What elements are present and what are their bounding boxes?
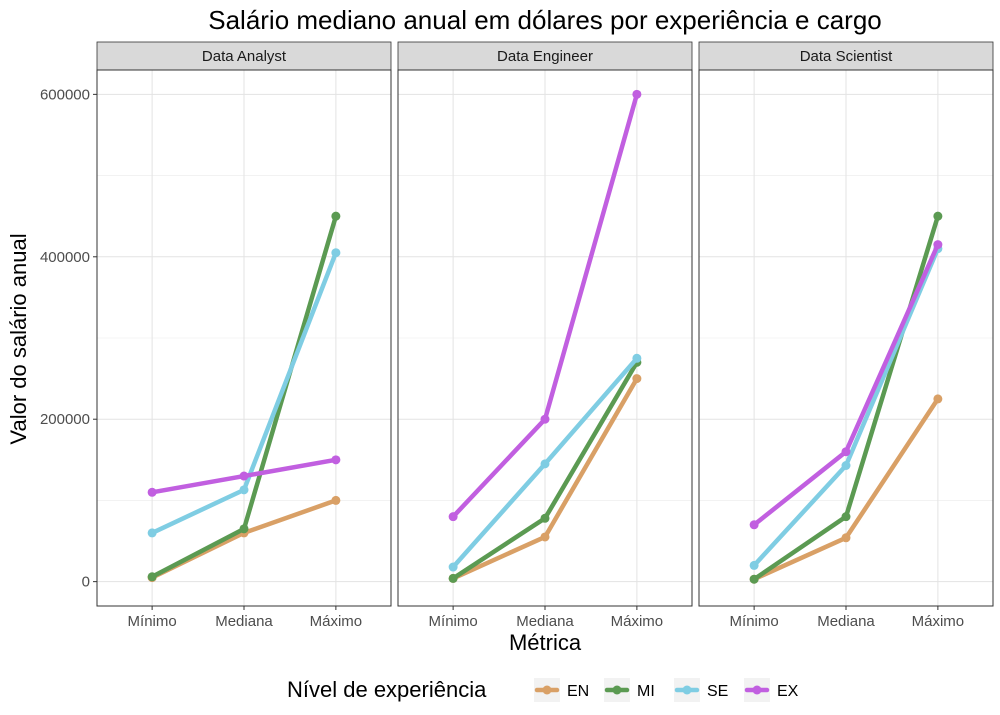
legend-label: EX [777, 683, 799, 700]
y-tick-label: 400000 [40, 249, 90, 266]
facet-strip-label: Data Scientist [800, 48, 893, 65]
y-axis-title: Valor do salário anual [6, 233, 31, 444]
data-point-ex [540, 414, 550, 424]
data-point-en [632, 374, 642, 384]
x-tick-label: Máximo [912, 613, 965, 630]
data-point-ex [841, 447, 851, 457]
data-point-mi [239, 524, 249, 534]
data-point-se [448, 562, 458, 572]
facet-strip [96, 41, 392, 71]
data-point-mi [749, 574, 759, 584]
x-tick-label: Mínimo [429, 613, 478, 630]
data-point-mi [147, 572, 157, 582]
data-point-ex [331, 455, 341, 465]
legend-entry-en: EN [534, 678, 589, 702]
data-point-mi [933, 211, 943, 221]
panel-data-analyst: Data Analyst Mínimo Mediana Máximo [96, 41, 392, 630]
legend-entry-mi: MI [604, 678, 655, 702]
legend: Nível de experiência EN MI SE EX [287, 677, 799, 702]
legend-key-point [542, 685, 552, 695]
y-axis: 0 200000 400000 600000 [40, 86, 97, 591]
data-point-se [331, 248, 341, 258]
legend-key-point [612, 685, 622, 695]
legend-title: Nível de experiência [287, 677, 487, 702]
data-point-se [540, 459, 550, 469]
legend-entry-ex: EX [744, 678, 799, 702]
legend-label: SE [707, 683, 728, 700]
chart-title: Salário mediano anual em dólares por exp… [208, 5, 882, 35]
panel-data-scientist: Data Scientist Mínimo Mediana Máximo [698, 41, 994, 630]
data-point-en [933, 394, 943, 404]
data-point-ex [448, 512, 458, 522]
data-point-en [331, 495, 341, 505]
facet-strip-label: Data Engineer [497, 48, 593, 65]
legend-entry-se: SE [674, 678, 728, 702]
panel-data-engineer: Data Engineer Mínimo Mediana Máximo [397, 41, 693, 630]
facet-strip [698, 41, 994, 71]
legend-label: MI [637, 683, 655, 700]
data-point-mi [540, 513, 550, 523]
data-point-mi [448, 573, 458, 583]
x-tick-label: Mediana [215, 613, 273, 630]
y-tick-label: 600000 [40, 86, 90, 103]
data-point-se [841, 461, 851, 471]
data-point-se [632, 353, 642, 363]
x-tick-label: Mínimo [730, 613, 779, 630]
data-point-se [749, 560, 759, 570]
data-point-se [239, 485, 249, 495]
data-point-ex [147, 487, 157, 497]
facet-strip [397, 41, 693, 71]
legend-key-point [682, 685, 692, 695]
data-point-ex [239, 471, 249, 481]
legend-key-point [752, 685, 762, 695]
facet-strip-label: Data Analyst [202, 48, 287, 65]
data-point-en [540, 532, 550, 542]
x-tick-label: Máximo [611, 613, 664, 630]
y-tick-label: 0 [82, 574, 90, 591]
x-tick-label: Mínimo [128, 613, 177, 630]
data-point-se [147, 528, 157, 538]
legend-label: EN [567, 683, 589, 700]
x-tick-label: Mediana [817, 613, 875, 630]
data-point-en [841, 533, 851, 543]
x-tick-label: Máximo [310, 613, 363, 630]
data-point-mi [841, 512, 851, 522]
x-axis-title: Métrica [509, 630, 582, 655]
data-point-ex [933, 240, 943, 250]
x-tick-label: Mediana [516, 613, 574, 630]
data-point-mi [331, 211, 341, 221]
y-tick-label: 200000 [40, 411, 90, 428]
data-point-ex [632, 89, 642, 99]
data-point-ex [749, 520, 759, 530]
